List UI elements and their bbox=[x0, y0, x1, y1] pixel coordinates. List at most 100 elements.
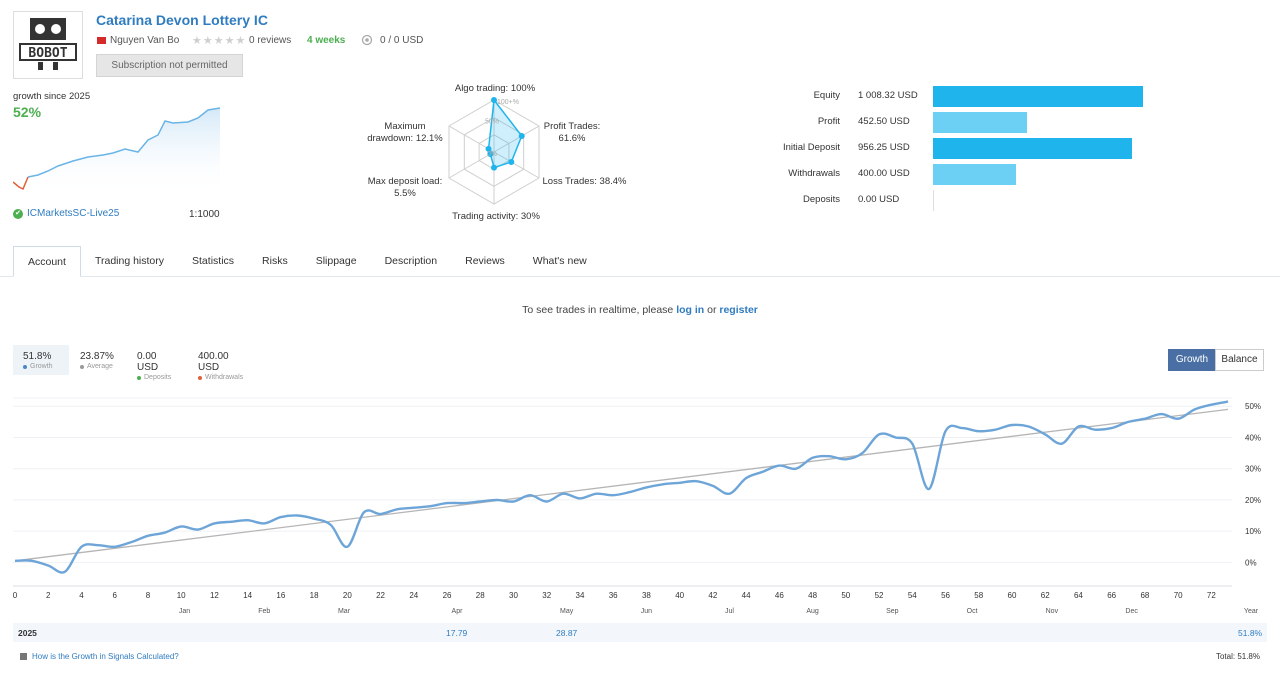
x-tick-label: 56 bbox=[941, 591, 950, 600]
stat-label: Deposits bbox=[137, 374, 177, 381]
stat-value: 0.00 USD bbox=[137, 351, 159, 373]
x-tick-label: 30 bbox=[509, 591, 518, 600]
x-tick-label: 10 bbox=[177, 591, 186, 600]
reviews-count[interactable]: 0 reviews bbox=[249, 35, 292, 46]
balance-row-deposits: Deposits 0.00 USD bbox=[760, 190, 1180, 212]
balance-value: 1 008.32 USD bbox=[858, 90, 918, 101]
login-link[interactable]: log in bbox=[676, 304, 705, 316]
tab-what-s-new[interactable]: What's new bbox=[532, 255, 587, 267]
subscribers-icon bbox=[361, 34, 373, 49]
radar-point bbox=[485, 145, 492, 152]
balance-bar bbox=[933, 86, 1143, 107]
register-link[interactable]: register bbox=[719, 304, 758, 316]
radar-drawdown-title: Maximum bbox=[384, 121, 426, 132]
x-tick-label: 58 bbox=[974, 591, 983, 600]
growth-calc-link[interactable]: How is the Growth in Signals Calculated? bbox=[20, 652, 179, 661]
balance-label: Withdrawals bbox=[788, 168, 840, 179]
calculator-icon bbox=[20, 653, 27, 660]
mini-growth-chart bbox=[13, 107, 221, 195]
y-tick-label: 50% bbox=[1245, 402, 1261, 411]
month-label: Apr bbox=[452, 608, 464, 615]
tab-description[interactable]: Description bbox=[384, 255, 438, 267]
radar-drawdown-label: Maximum drawdown: 12.1% bbox=[360, 121, 450, 145]
x-tick-label: 72 bbox=[1207, 591, 1216, 600]
signal-title[interactable]: Catarina Devon Lottery IC bbox=[96, 12, 268, 28]
x-tick-label: 48 bbox=[808, 591, 817, 600]
balance-value: 400.00 USD bbox=[858, 168, 910, 179]
balance-label: Deposits bbox=[803, 194, 840, 205]
x-tick-label: 20 bbox=[343, 591, 352, 600]
x-tick-label: 8 bbox=[146, 591, 151, 600]
month-label: Dec bbox=[1125, 608, 1138, 615]
stat-withdrawals[interactable]: 400.00 USD Withdrawals bbox=[188, 345, 258, 381]
radar-profit-trades-title: Profit Trades: bbox=[543, 121, 601, 132]
balance-row-initial-deposit: Initial Deposit 956.25 USD bbox=[760, 138, 1180, 160]
month-label: Mar bbox=[338, 608, 351, 615]
radar-ring-50-label: 50% bbox=[485, 118, 499, 125]
tab-trading-history[interactable]: Trading history bbox=[94, 255, 165, 267]
balance-label: Initial Deposit bbox=[782, 142, 840, 153]
balance-value: 452.50 USD bbox=[858, 116, 910, 127]
tab-slippage[interactable]: Slippage bbox=[315, 255, 357, 267]
radar-spoke bbox=[448, 151, 495, 179]
x-tick-label: 18 bbox=[310, 591, 319, 600]
x-tick-label: 66 bbox=[1107, 591, 1116, 600]
month-label: Sep bbox=[886, 608, 899, 615]
author-name[interactable]: Nguyen Van Bo bbox=[110, 35, 180, 46]
stat-value: 23.87% bbox=[80, 351, 114, 362]
tab-risks[interactable]: Risks bbox=[262, 255, 288, 267]
year-label: 2025 bbox=[18, 628, 37, 638]
growth-value: 52% bbox=[13, 104, 42, 120]
radar-ring-0-label: 0% bbox=[487, 151, 497, 158]
x-tick-label: 42 bbox=[708, 591, 717, 600]
y-tick-label: 30% bbox=[1245, 465, 1261, 474]
tab-reviews[interactable]: Reviews bbox=[465, 255, 505, 267]
stat-growth[interactable]: 51.8% Growth bbox=[13, 345, 69, 375]
legend-dot-icon bbox=[80, 364, 84, 369]
tab-account[interactable]: Account bbox=[13, 246, 81, 277]
x-tick-label: 34 bbox=[576, 591, 585, 600]
stat-label: Withdrawals bbox=[198, 374, 248, 381]
month-label: Jul bbox=[725, 608, 734, 615]
subscription-button[interactable]: Subscription not permitted bbox=[96, 54, 243, 77]
month-label: May bbox=[560, 608, 574, 615]
x-tick-label: 4 bbox=[79, 591, 84, 600]
x-tick-label: 2 bbox=[46, 591, 51, 600]
year-row: 2025 17.79 28.87 51.8% bbox=[13, 623, 1267, 642]
radar-activity-label: Trading activity: 30% bbox=[452, 211, 540, 222]
broker-server[interactable]: ✔ ICMarketsSC-Live25 bbox=[13, 208, 119, 219]
growth-calc-text[interactable]: How is the Growth in Signals Calculated? bbox=[32, 652, 179, 661]
signal-logo: BOBOT bbox=[13, 11, 83, 79]
vietnam-flag-icon bbox=[97, 37, 106, 44]
tabs-divider bbox=[0, 276, 1280, 277]
balance-bars: Equity 1 008.32 USD Profit 452.50 USD Initia… bbox=[760, 86, 1180, 216]
stat-deposits[interactable]: 0.00 USD Deposits bbox=[127, 345, 187, 381]
y-tick-label: 10% bbox=[1245, 527, 1261, 536]
month-label: Jun bbox=[641, 608, 652, 615]
x-tick-label: 6 bbox=[112, 591, 117, 600]
balance-value: 0.00 USD bbox=[858, 194, 900, 205]
balance-bar bbox=[933, 138, 1132, 159]
radar-drawdown-value: drawdown: 12.1% bbox=[367, 133, 443, 144]
x-tick-label: 54 bbox=[908, 591, 917, 600]
footer-total: Total: 51.8% bbox=[1215, 652, 1260, 661]
radar-deposit-load-title: Max deposit load: bbox=[367, 176, 443, 187]
month-label: Oct bbox=[967, 608, 978, 615]
balance-toggle-button[interactable]: Balance bbox=[1215, 349, 1264, 371]
x-tick-label: 46 bbox=[775, 591, 784, 600]
growth-toggle-button[interactable]: Growth bbox=[1168, 349, 1216, 371]
x-tick-label: 36 bbox=[609, 591, 618, 600]
radar-deposit-load-label: Max deposit load: 5.5% bbox=[360, 176, 450, 200]
april-value: 17.79 bbox=[446, 628, 468, 638]
month-label: Feb bbox=[258, 608, 270, 615]
y-tick-label: 40% bbox=[1245, 433, 1261, 442]
broker-name[interactable]: ICMarketsSC-Live25 bbox=[27, 208, 120, 219]
radar-loss-trades-label: Loss Trades: 38.4% bbox=[542, 176, 627, 187]
stat-average[interactable]: 23.87% Average bbox=[70, 345, 126, 375]
x-tick-label: 38 bbox=[642, 591, 651, 600]
signal-age: 4 weeks bbox=[307, 35, 346, 46]
rating-stars-icon: ★★★★★ bbox=[192, 35, 247, 47]
tab-statistics[interactable]: Statistics bbox=[192, 255, 235, 267]
x-tick-label: 14 bbox=[243, 591, 252, 600]
legend-dot-icon bbox=[137, 375, 141, 380]
